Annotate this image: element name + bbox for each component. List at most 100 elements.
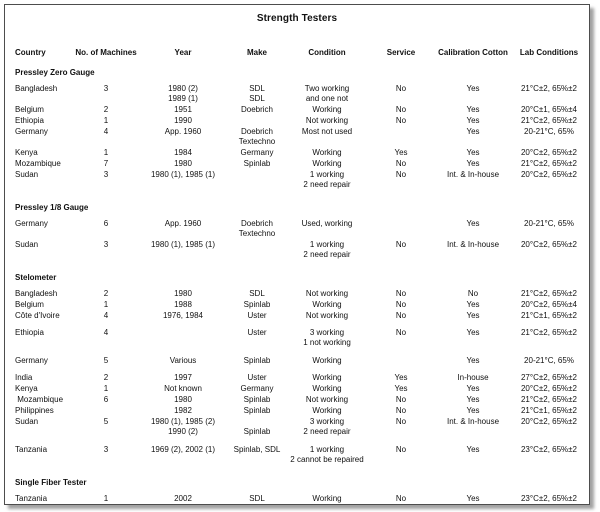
cell-condition: Used, working (301, 218, 353, 228)
cell-year: Various (169, 355, 197, 365)
cell-lab: 21°C±2, 65%±2 (520, 158, 577, 168)
cell-service: No (395, 406, 407, 415)
cell-service: No (395, 288, 407, 298)
section-title: Single Fiber Tester (15, 478, 87, 487)
table-row: Côte d'Ivoire 4 1976, 1984 Uster Not working… (7, 310, 589, 321)
cell-make (225, 239, 289, 260)
cell-country: Germany (15, 355, 48, 365)
cell-make: Uster (247, 310, 267, 320)
cell-year: Not known (164, 384, 202, 393)
section-title: Pressley Zero Gauge (15, 68, 95, 77)
cell-make: Uster (247, 373, 267, 382)
cell-year: 1980 (174, 288, 192, 298)
cell-service: No (395, 417, 407, 426)
cell-condition: 3 working 2 need repair (303, 417, 351, 436)
cell-calibration: Yes (466, 299, 480, 309)
cell-machines: 1 (103, 493, 109, 503)
cell-machines: 5 (103, 417, 109, 426)
cell-machines: 2 (103, 104, 109, 114)
cell-service: Yes (394, 147, 408, 157)
column-header-condition: Condition (308, 48, 346, 57)
cell-year: 1969 (2), 2002 (1) (150, 444, 216, 454)
cell-country: Sudan (15, 169, 39, 179)
table-row: Bangladesh 3 1980 (2) 1989 (1) SDL SDL Two w… (7, 83, 589, 104)
cell-service: No (395, 158, 407, 168)
cell-condition: 3 working 1 not working (303, 328, 351, 347)
cell-calibration: In-house (457, 373, 489, 382)
cell-condition: Working (312, 384, 342, 393)
cell-machines: 1 (103, 147, 109, 157)
cell-condition: Working (312, 299, 342, 309)
cell-machines: 5 (103, 355, 109, 365)
cell-lab: 20°C±2, 65%±2 (520, 147, 577, 157)
cell-condition: Most not used (301, 126, 353, 136)
cell-machines: 2 (103, 288, 109, 298)
cell-country: Bangladesh (15, 288, 58, 298)
cell-make: Spinlab (243, 427, 271, 436)
table-row: Germany 5 Various Spinlab Working Yes 20-21°C,… (7, 349, 589, 367)
section-row: Stelometer (7, 260, 589, 288)
cell-country: Ethiopia (15, 115, 44, 125)
cell-calibration: Int. & In-house (446, 417, 500, 426)
cell-lab: 20-21°C, 65% (524, 355, 574, 365)
cell-machines: 3 (103, 239, 109, 249)
cell-lab: 20°C±2, 65%±2 (520, 417, 577, 426)
cell-service (365, 349, 437, 367)
cell-calibration: Yes (466, 83, 480, 93)
cell-country: Philippines (15, 406, 54, 415)
cell-calibration: Yes (466, 126, 480, 136)
cell-lab: 20°C±2, 65%±2 (520, 239, 577, 249)
cell-lab: 23°C±2, 65%±2 (520, 493, 577, 503)
cell-year: 1997 (174, 373, 192, 382)
cell-year: 1980 (2) 1989 (1) (168, 83, 198, 103)
cell-machines: 6 (103, 395, 109, 404)
cell-lab: 20°C±2, 65%±2 (520, 384, 577, 393)
cell-year: 1984 (174, 147, 192, 157)
cell-lab: 21°C±1, 65%±2 (520, 310, 577, 320)
cell-machines: 2 (103, 373, 109, 382)
cell-year: App. 1960 (164, 126, 202, 136)
cell-lab: 23°C±2, 65%±2 (520, 444, 577, 454)
cell-lab: 21°C±2, 65%±2 (520, 288, 577, 298)
cell-condition: 1 working 2 need repair (303, 169, 351, 189)
cell-country: India (15, 373, 33, 382)
table-row: Philippines 1982 Spinlab Working No Yes 21°C±1… (7, 406, 589, 417)
cell-make: SDL (249, 288, 265, 298)
cell-make (225, 169, 289, 190)
cell-year: 1980 (1), 1985 (1) (150, 239, 216, 249)
cell-machines: 4 (103, 328, 109, 337)
cell-condition: Working (312, 406, 342, 415)
cell-country: Kenya (15, 384, 38, 393)
cell-calibration: Yes (466, 104, 480, 114)
cell-year: 1976, 1984 (162, 310, 204, 320)
cell-service: No (395, 104, 407, 114)
cell-condition: Working (312, 104, 342, 114)
cell-lab: 20-21°C, 65% (524, 126, 574, 136)
cell-lab: 21°C±2, 65%±2 (520, 395, 577, 404)
cell-year: 1982 (174, 406, 192, 415)
cell-year: 1988 (174, 299, 192, 309)
cell-country: Kenya (15, 147, 38, 157)
cell-year: 1980 (1), 1985 (2) 1990 (2) (150, 417, 216, 436)
section-title: Stelometer (15, 273, 57, 282)
cell-machines: 1 (103, 299, 109, 309)
cell-make: SDL SDL (249, 83, 265, 103)
section-row: Pressley Zero Gauge (7, 59, 589, 83)
table-row: Ethiopia 4 Uster 3 working 1 not working No Y… (7, 321, 589, 349)
cell-make: Spinlab (243, 355, 271, 365)
table-header: Country No. of Machines Year Make Condit… (7, 24, 589, 59)
cell-make: Germany (240, 384, 274, 393)
page-title: Strength Testers (256, 13, 338, 24)
cell-machines: 3 (103, 169, 109, 179)
cell-country: Belgium (15, 299, 44, 309)
cell-service (365, 218, 437, 239)
cell-country: Côte d'Ivoire (15, 310, 60, 320)
cell-calibration: Yes (466, 384, 480, 393)
cell-condition: Working (312, 158, 342, 168)
cell-lab: 21°C±2, 65%±2 (520, 328, 577, 337)
cell-lab: 27°C±2, 65%±2 (520, 373, 577, 382)
cell-lab: 21°C±2, 65%±2 (520, 115, 577, 125)
cell-calibration: Yes (466, 158, 480, 168)
table-row: Belgium 2 1951 Doebrich Working No Yes 20°C±1, … (7, 104, 589, 115)
cell-service: No (395, 115, 407, 125)
